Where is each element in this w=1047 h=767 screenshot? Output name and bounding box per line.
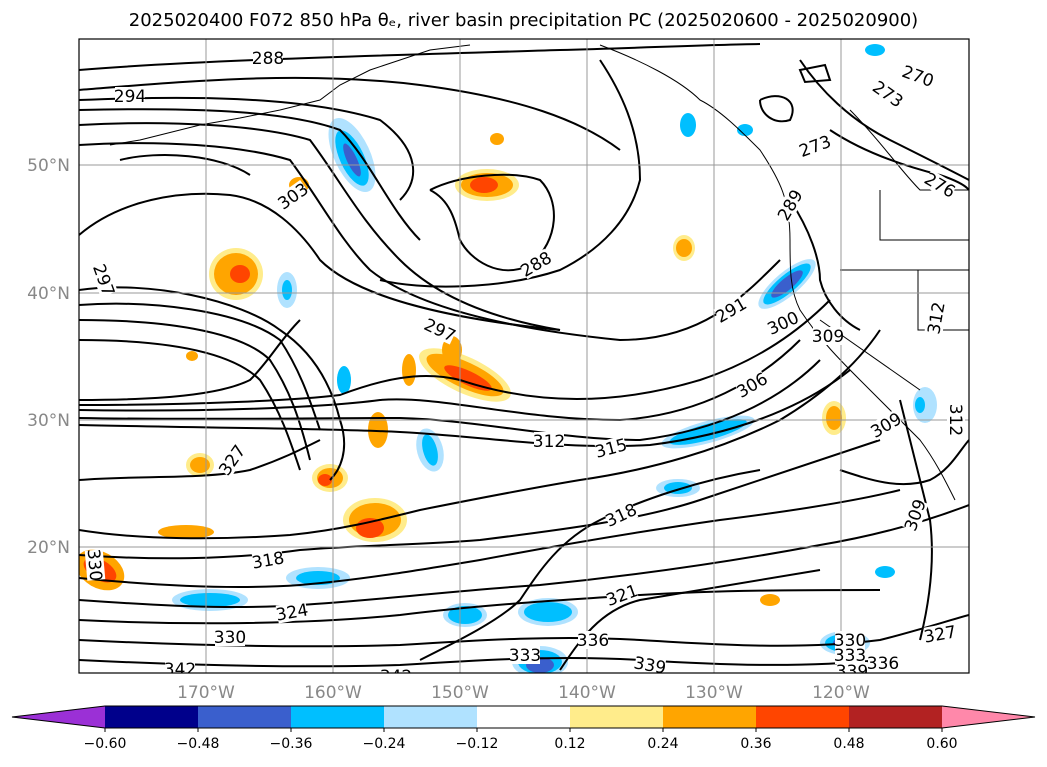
- contour-label-bg: [594, 435, 628, 461]
- contour-label: 339: [632, 653, 667, 678]
- contour-label: 330: [83, 548, 106, 582]
- contour-label-bg: [868, 654, 898, 672]
- colorbar-segment: [663, 706, 757, 728]
- contour-label-bg: [870, 78, 906, 110]
- gridlines: [79, 39, 969, 673]
- contour-label-bg: [165, 660, 195, 673]
- colorbar-segment: [198, 706, 292, 728]
- contour-label-bg: [835, 631, 865, 649]
- contour-label-bg: [837, 662, 867, 673]
- contour-label: 288: [252, 49, 284, 69]
- contour-label: 336: [577, 631, 609, 651]
- contour-label: 336: [867, 654, 899, 674]
- colorbar-tick-label: 0.12: [554, 736, 585, 752]
- contour-label-bg: [90, 262, 118, 298]
- contour-label-bg: [275, 600, 309, 624]
- map-border: [78, 38, 970, 674]
- colorbar-tick-label: −0.12: [456, 736, 499, 752]
- colorbar-segment: [756, 706, 850, 728]
- contour-label-bg: [510, 646, 540, 664]
- contour-label-bg: [422, 315, 458, 345]
- contour-label: 342: [380, 667, 412, 687]
- contour-label-bg: [275, 180, 311, 212]
- contour-label-bg: [251, 548, 285, 572]
- lon-label: 120°W: [812, 683, 870, 703]
- colorbar-segment: [570, 706, 664, 728]
- lon-label: 160°W: [304, 683, 362, 703]
- colorbar-segment: [477, 706, 571, 728]
- colorbar-tick-label: −0.48: [177, 736, 220, 752]
- colorbar-tick-label: −0.60: [84, 736, 127, 752]
- contour-label-bg: [734, 369, 770, 401]
- lon-label: 130°W: [685, 683, 743, 703]
- colorbar-segment: [12, 706, 105, 728]
- colorbar-tick-label: 0.36: [740, 736, 771, 752]
- lat-label: 30°N: [27, 411, 70, 431]
- contour-label: 294: [114, 87, 146, 107]
- contour-label: 309: [812, 327, 844, 347]
- contour-label-bg: [604, 581, 640, 609]
- contour-label-bg: [924, 301, 948, 335]
- contour-label-bg: [381, 667, 411, 673]
- colorbar-segment: [105, 706, 199, 728]
- contour-label-bg: [813, 327, 843, 345]
- contour-label-bg: [633, 653, 667, 673]
- contour-label-bg: [518, 248, 554, 280]
- lat-label: 20°N: [27, 538, 70, 558]
- contour-label-bg: [922, 169, 958, 201]
- colorbar-tick-label: 0.48: [833, 736, 864, 752]
- colorbar-segment: [291, 706, 385, 728]
- colorbar-segment: [849, 706, 943, 728]
- contour-label-bg: [253, 49, 283, 67]
- contour-label-bg: [901, 497, 929, 533]
- contour-label-bg: [84, 549, 106, 581]
- contour-label: 339: [836, 662, 868, 682]
- contour-label-bg: [774, 187, 806, 223]
- contour-label-bg: [947, 405, 965, 435]
- colorbar-tick-label: −0.36: [270, 736, 313, 752]
- contour-label: 330: [214, 628, 246, 648]
- lon-label: 170°W: [177, 683, 235, 703]
- contour-label-bg: [868, 409, 904, 441]
- lat-label: 40°N: [27, 284, 70, 304]
- contour-label-bg: [115, 87, 145, 105]
- contour-label: 333: [834, 646, 866, 666]
- lon-label: 150°W: [431, 683, 489, 703]
- contour-label-bg: [603, 500, 639, 530]
- contour-label: 333: [509, 646, 541, 666]
- contour-label: 342: [164, 660, 196, 680]
- colorbar-segment: [384, 706, 478, 728]
- contour-label-bg: [900, 62, 936, 90]
- contour-label-bg: [534, 432, 564, 450]
- colorbar-tick-label: 0.24: [647, 736, 678, 752]
- contour-label-bg: [797, 132, 833, 160]
- lat-label: 50°N: [27, 156, 70, 176]
- contour-label-bg: [578, 631, 608, 649]
- contour-label: 312: [945, 404, 965, 436]
- contour-label-bg: [835, 646, 865, 664]
- contour-label-bg: [216, 442, 248, 478]
- contour-label-bg: [215, 628, 245, 646]
- colorbar: −0.60 −0.48 −0.36 −0.24 −0.12 0.12 0.24 0.36 0.4…: [11, 705, 1036, 752]
- colorbar-tick-label: 0.60: [926, 736, 957, 752]
- contour-label-bg: [765, 308, 801, 338]
- contour-label-bg: [713, 294, 749, 326]
- map-title: 2025020400 F072 850 hPa θₑ, river basin …: [128, 10, 919, 31]
- lon-label: 140°W: [558, 683, 616, 703]
- contour-label: 312: [533, 432, 565, 452]
- colorbar-segment: [942, 706, 1035, 728]
- colorbar-tick-label: −0.24: [363, 736, 406, 752]
- contour-label-bg: [923, 622, 957, 646]
